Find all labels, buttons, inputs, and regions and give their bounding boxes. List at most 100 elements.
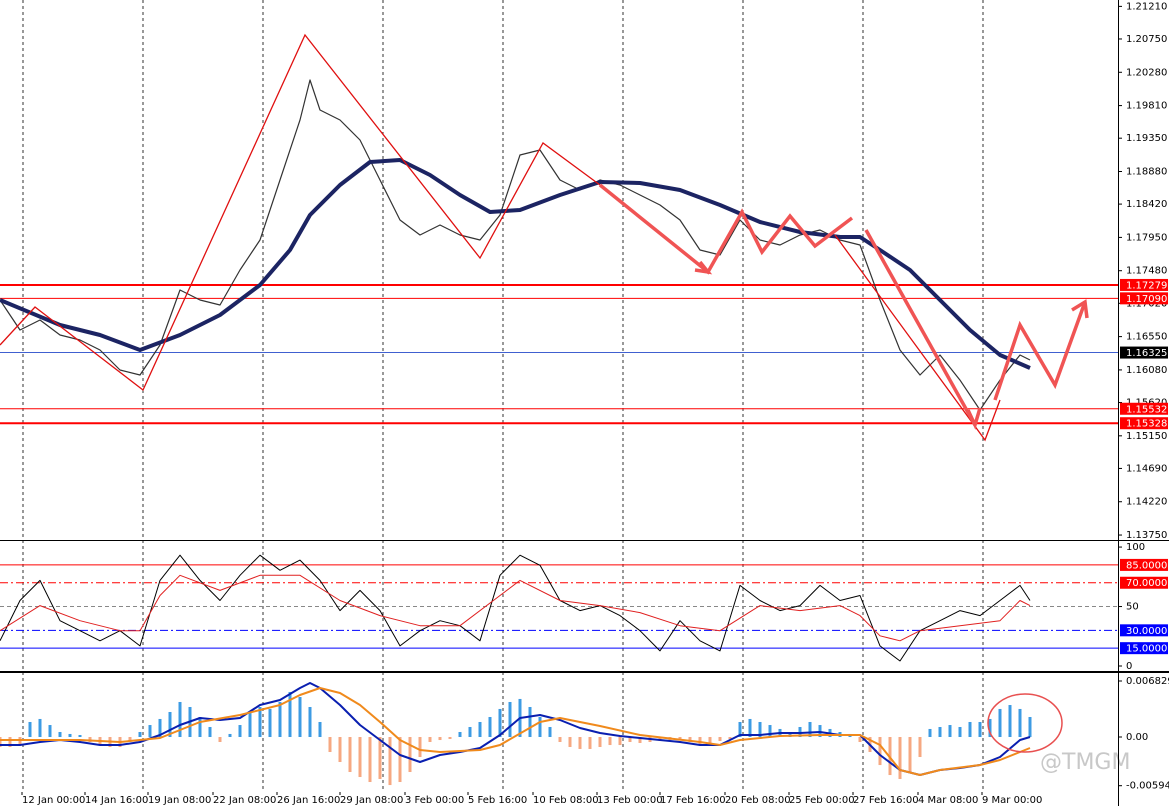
x-tick-label: 13 Feb 00:00 bbox=[597, 795, 663, 806]
level-label: 1.17090 bbox=[1126, 294, 1167, 305]
y-tick-label: 1.14690 bbox=[1126, 463, 1167, 474]
y-tick-label: 1.19810 bbox=[1126, 101, 1167, 112]
series-line bbox=[0, 687, 1031, 776]
level-label-box bbox=[1120, 278, 1168, 291]
histogram-bar bbox=[228, 733, 232, 737]
histogram-bar bbox=[58, 731, 62, 737]
level-label-box bbox=[1120, 576, 1168, 589]
histogram-bar bbox=[398, 736, 402, 783]
histogram-bar bbox=[448, 736, 452, 739]
histogram-bar bbox=[938, 726, 942, 737]
level-label: 1.17279 bbox=[1126, 280, 1167, 291]
histogram-bar bbox=[608, 736, 612, 746]
x-tick-label: 19 Jan 08:00 bbox=[148, 795, 211, 806]
histogram-bar bbox=[618, 736, 622, 746]
histogram-bar bbox=[388, 736, 392, 786]
x-tick-label: 10 Feb 08:00 bbox=[533, 795, 599, 806]
y-tick-label: 1.20280 bbox=[1126, 67, 1167, 78]
histogram-bar bbox=[18, 736, 22, 746]
histogram-bar bbox=[128, 736, 132, 743]
histogram-bar bbox=[0, 736, 2, 748]
histogram-bar bbox=[488, 716, 492, 737]
histogram-bar bbox=[978, 721, 982, 737]
histogram-bar bbox=[68, 733, 72, 737]
x-tick-label: 22 Jan 08:00 bbox=[213, 795, 276, 806]
x-tick-label: 5 Feb 16:00 bbox=[468, 795, 527, 806]
histogram-bar bbox=[908, 736, 912, 773]
histogram-bar bbox=[928, 728, 932, 737]
histogram-bar bbox=[708, 736, 712, 743]
histogram-bar bbox=[538, 716, 542, 737]
histogram-bar bbox=[508, 701, 512, 737]
histogram-bar bbox=[498, 708, 502, 737]
series-line bbox=[0, 79, 1031, 411]
histogram-bar bbox=[138, 731, 142, 737]
histogram-bar bbox=[788, 731, 792, 737]
zigzag bbox=[0, 33, 601, 392]
histogram-bar bbox=[958, 726, 962, 737]
histogram-bar bbox=[168, 711, 172, 737]
histogram-bar bbox=[968, 721, 972, 737]
level-label-box bbox=[1120, 417, 1168, 430]
histogram-bar bbox=[288, 691, 292, 737]
histogram-bar bbox=[558, 736, 562, 743]
histogram-bar bbox=[8, 736, 12, 748]
level-label: 70.0000 bbox=[1126, 578, 1167, 589]
histogram-bar bbox=[418, 736, 422, 758]
level-label-box bbox=[1120, 642, 1168, 655]
histogram-bar bbox=[358, 736, 362, 778]
y-tick-label: 1.20750 bbox=[1126, 34, 1167, 45]
level-label: 15.0000 bbox=[1126, 644, 1167, 655]
histogram-bar bbox=[598, 736, 602, 748]
histogram-bar bbox=[808, 721, 812, 737]
level-label: 85.0000 bbox=[1126, 560, 1167, 571]
histogram-bar bbox=[568, 736, 572, 748]
histogram-bar bbox=[918, 736, 922, 758]
y-tick-label: 1.18880 bbox=[1126, 166, 1167, 177]
y-tick-label: 0.00 bbox=[1126, 732, 1148, 743]
histogram-bar bbox=[948, 725, 952, 737]
y-tick-label: 1.21210 bbox=[1126, 1, 1167, 12]
histogram-bar bbox=[338, 736, 342, 763]
histogram-bar bbox=[28, 721, 32, 737]
histogram-bar bbox=[208, 726, 212, 737]
y-tick-label: 1.13750 bbox=[1126, 530, 1167, 541]
x-tick-label: 12 Jan 00:00 bbox=[22, 795, 85, 806]
histogram-bar bbox=[1018, 708, 1022, 737]
arrow-path bbox=[993, 301, 1087, 401]
series-line bbox=[0, 554, 1031, 662]
histogram-bar bbox=[368, 736, 372, 783]
histogram-bar bbox=[898, 736, 902, 779]
histogram-bar bbox=[1028, 716, 1032, 737]
annotations bbox=[0, 33, 1089, 753]
x-tick-label: 4 Mar 08:00 bbox=[918, 795, 978, 806]
histogram-bar bbox=[78, 735, 82, 737]
histogram-bar bbox=[258, 706, 262, 737]
series-line bbox=[0, 682, 1031, 776]
histogram-bar bbox=[438, 736, 442, 741]
histogram-bar bbox=[548, 726, 552, 737]
level-label: 30.0000 bbox=[1126, 626, 1167, 637]
arrow-head bbox=[694, 260, 713, 275]
y-tick-label: -0.005940 bbox=[1126, 781, 1169, 792]
histogram-bar bbox=[278, 701, 282, 737]
histogram-bar bbox=[378, 736, 382, 779]
arrow-path bbox=[864, 229, 977, 426]
y-tick-label: 1.17950 bbox=[1126, 232, 1167, 243]
histogram-bar bbox=[758, 721, 762, 737]
histogram-bar bbox=[738, 721, 742, 737]
histogram-bar bbox=[148, 725, 152, 737]
histogram-bar bbox=[268, 708, 272, 737]
histogram-bar bbox=[678, 736, 682, 741]
y-tick-label: 1.16550 bbox=[1126, 332, 1167, 343]
x-tick-label: 27 Feb 16:00 bbox=[853, 795, 919, 806]
x-tick-label: 9 Mar 00:00 bbox=[982, 795, 1042, 806]
histogram-bar bbox=[638, 736, 642, 743]
x-tick-label: 17 Feb 16:00 bbox=[660, 795, 726, 806]
histogram-bar bbox=[328, 736, 332, 753]
histogram-bar bbox=[988, 718, 992, 737]
histogram-bar bbox=[218, 736, 222, 743]
histogram-bar bbox=[578, 736, 582, 749]
